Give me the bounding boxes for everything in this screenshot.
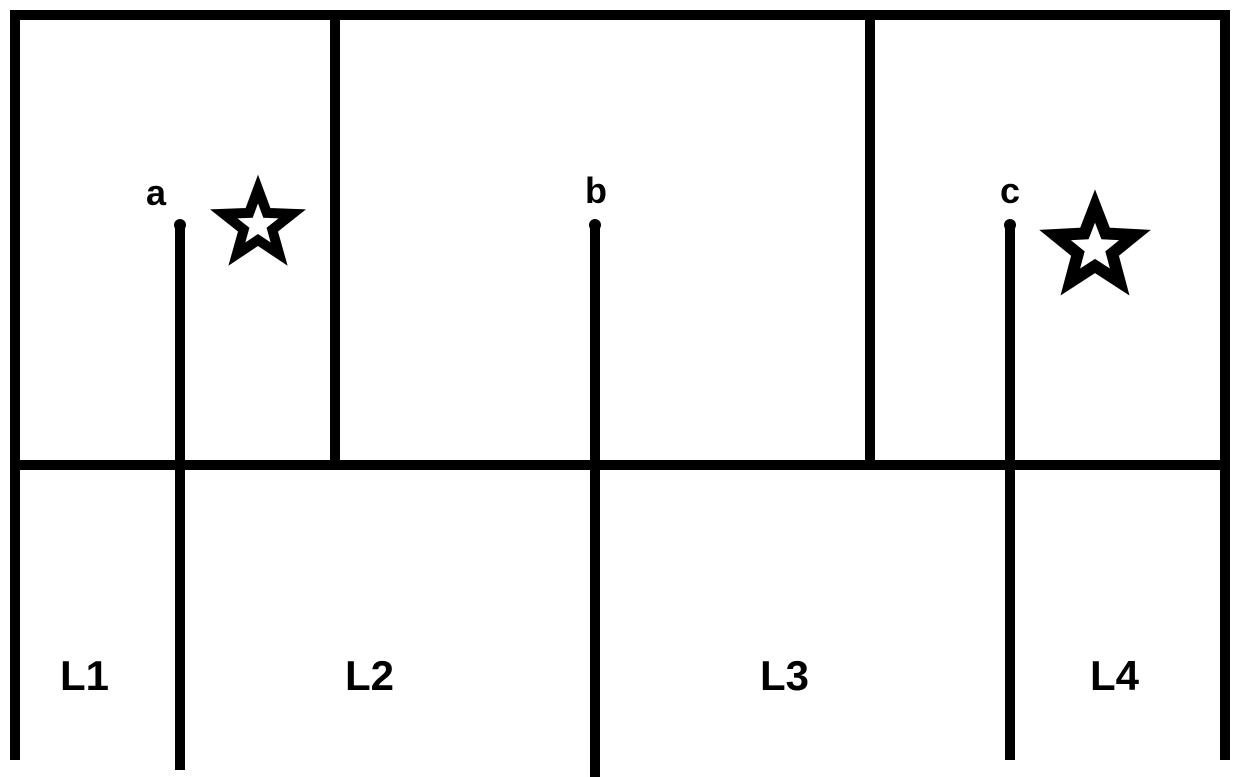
upper-separators	[335, 15, 870, 465]
point-c	[1004, 219, 1016, 231]
schematic-diagram: a b c L1 L2 L3 L4	[0, 0, 1240, 777]
star-icon	[224, 189, 292, 254]
stars-group	[224, 189, 1135, 282]
point-label-c: c	[1000, 170, 1020, 211]
points-group	[174, 219, 1016, 231]
star-icon	[1055, 206, 1135, 282]
lower-verticals	[15, 465, 1225, 777]
point-label-a: a	[146, 172, 167, 213]
point-stubs	[180, 225, 1010, 465]
region-label-l2: L2	[345, 652, 394, 699]
region-label-l1: L1	[60, 652, 109, 699]
point-a	[174, 219, 186, 231]
point-b	[589, 219, 601, 231]
region-label-l3: L3	[760, 652, 809, 699]
point-label-b: b	[585, 170, 607, 211]
outer-box	[15, 15, 1225, 465]
region-label-l4: L4	[1090, 652, 1140, 699]
